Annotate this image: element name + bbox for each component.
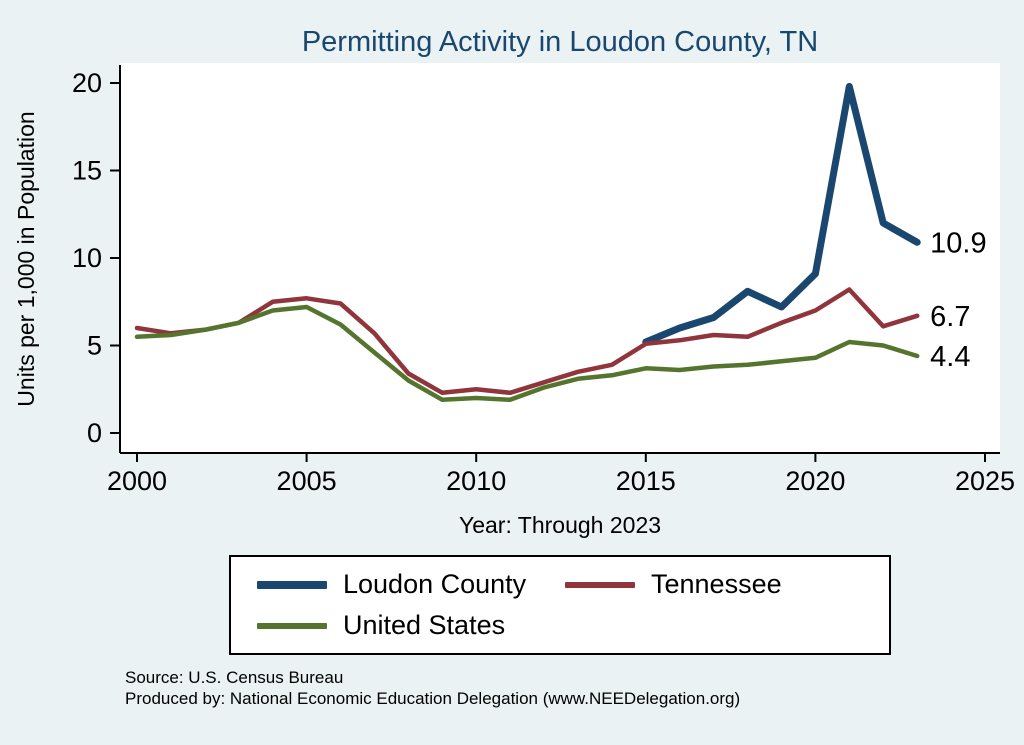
- legend-label-united-states: United States: [343, 610, 506, 640]
- legend-item-united-states: United States: [257, 610, 555, 641]
- end-label-loudon-county: 10.9: [930, 227, 986, 259]
- end-label-united-states: 4.4: [930, 341, 970, 373]
- legend-item-tennessee: Tennessee: [565, 569, 863, 600]
- series-line-united-states: [134, 304, 920, 403]
- legend: Loudon County Tennessee United States: [229, 555, 891, 655]
- produced-by-note: Produced by: National Economic Education…: [125, 689, 741, 709]
- legend-label-tennessee: Tennessee: [651, 569, 782, 599]
- chart-title: Permitting Activity in Loudon County, TN: [301, 26, 819, 58]
- x-tick-label: 2010: [446, 466, 506, 496]
- end-label-tennessee: 6.7: [930, 301, 970, 333]
- legend-swatch-loudon-county: [257, 580, 327, 589]
- series-line-tennessee: [134, 287, 920, 396]
- plot-area: [120, 63, 1000, 453]
- x-tick-label: 2015: [616, 466, 676, 496]
- y-tick-label: 10: [72, 243, 102, 273]
- x-axis-caption: Year: Through 2023: [458, 512, 662, 538]
- y-tick-label: 5: [87, 331, 102, 361]
- source-note: Source: U.S. Census Bureau: [125, 668, 344, 687]
- legend-item-loudon-county: Loudon County: [257, 569, 555, 600]
- y-tick-label: 0: [87, 418, 102, 448]
- y-axis-title: Units per 1,000 in Population: [13, 111, 39, 406]
- x-tick-label: 2000: [107, 466, 167, 496]
- y-tick-label: 20: [72, 68, 102, 98]
- permitting-activity-chart: 0 5 10 15 20 2000 2005 2010 2015 2020 2025 Units pe…: [13, 63, 1015, 496]
- legend-label-loudon-county: Loudon County: [343, 569, 527, 599]
- legend-swatch-tennessee: [565, 581, 635, 588]
- y-tick-label: 15: [72, 156, 102, 186]
- series-line-loudon-county: [642, 83, 921, 346]
- x-tick-label: 2005: [277, 466, 337, 496]
- legend-swatch-united-states: [257, 622, 327, 629]
- x-tick-label: 2025: [955, 466, 1015, 496]
- footer: Source: U.S. Census Bureau Produced by: …: [125, 667, 1024, 710]
- x-tick-label: 2020: [785, 466, 845, 496]
